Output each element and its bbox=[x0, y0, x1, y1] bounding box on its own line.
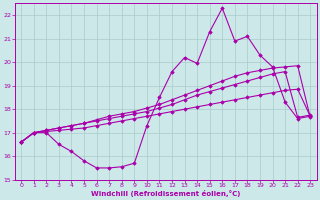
X-axis label: Windchill (Refroidissement éolien,°C): Windchill (Refroidissement éolien,°C) bbox=[91, 190, 240, 197]
